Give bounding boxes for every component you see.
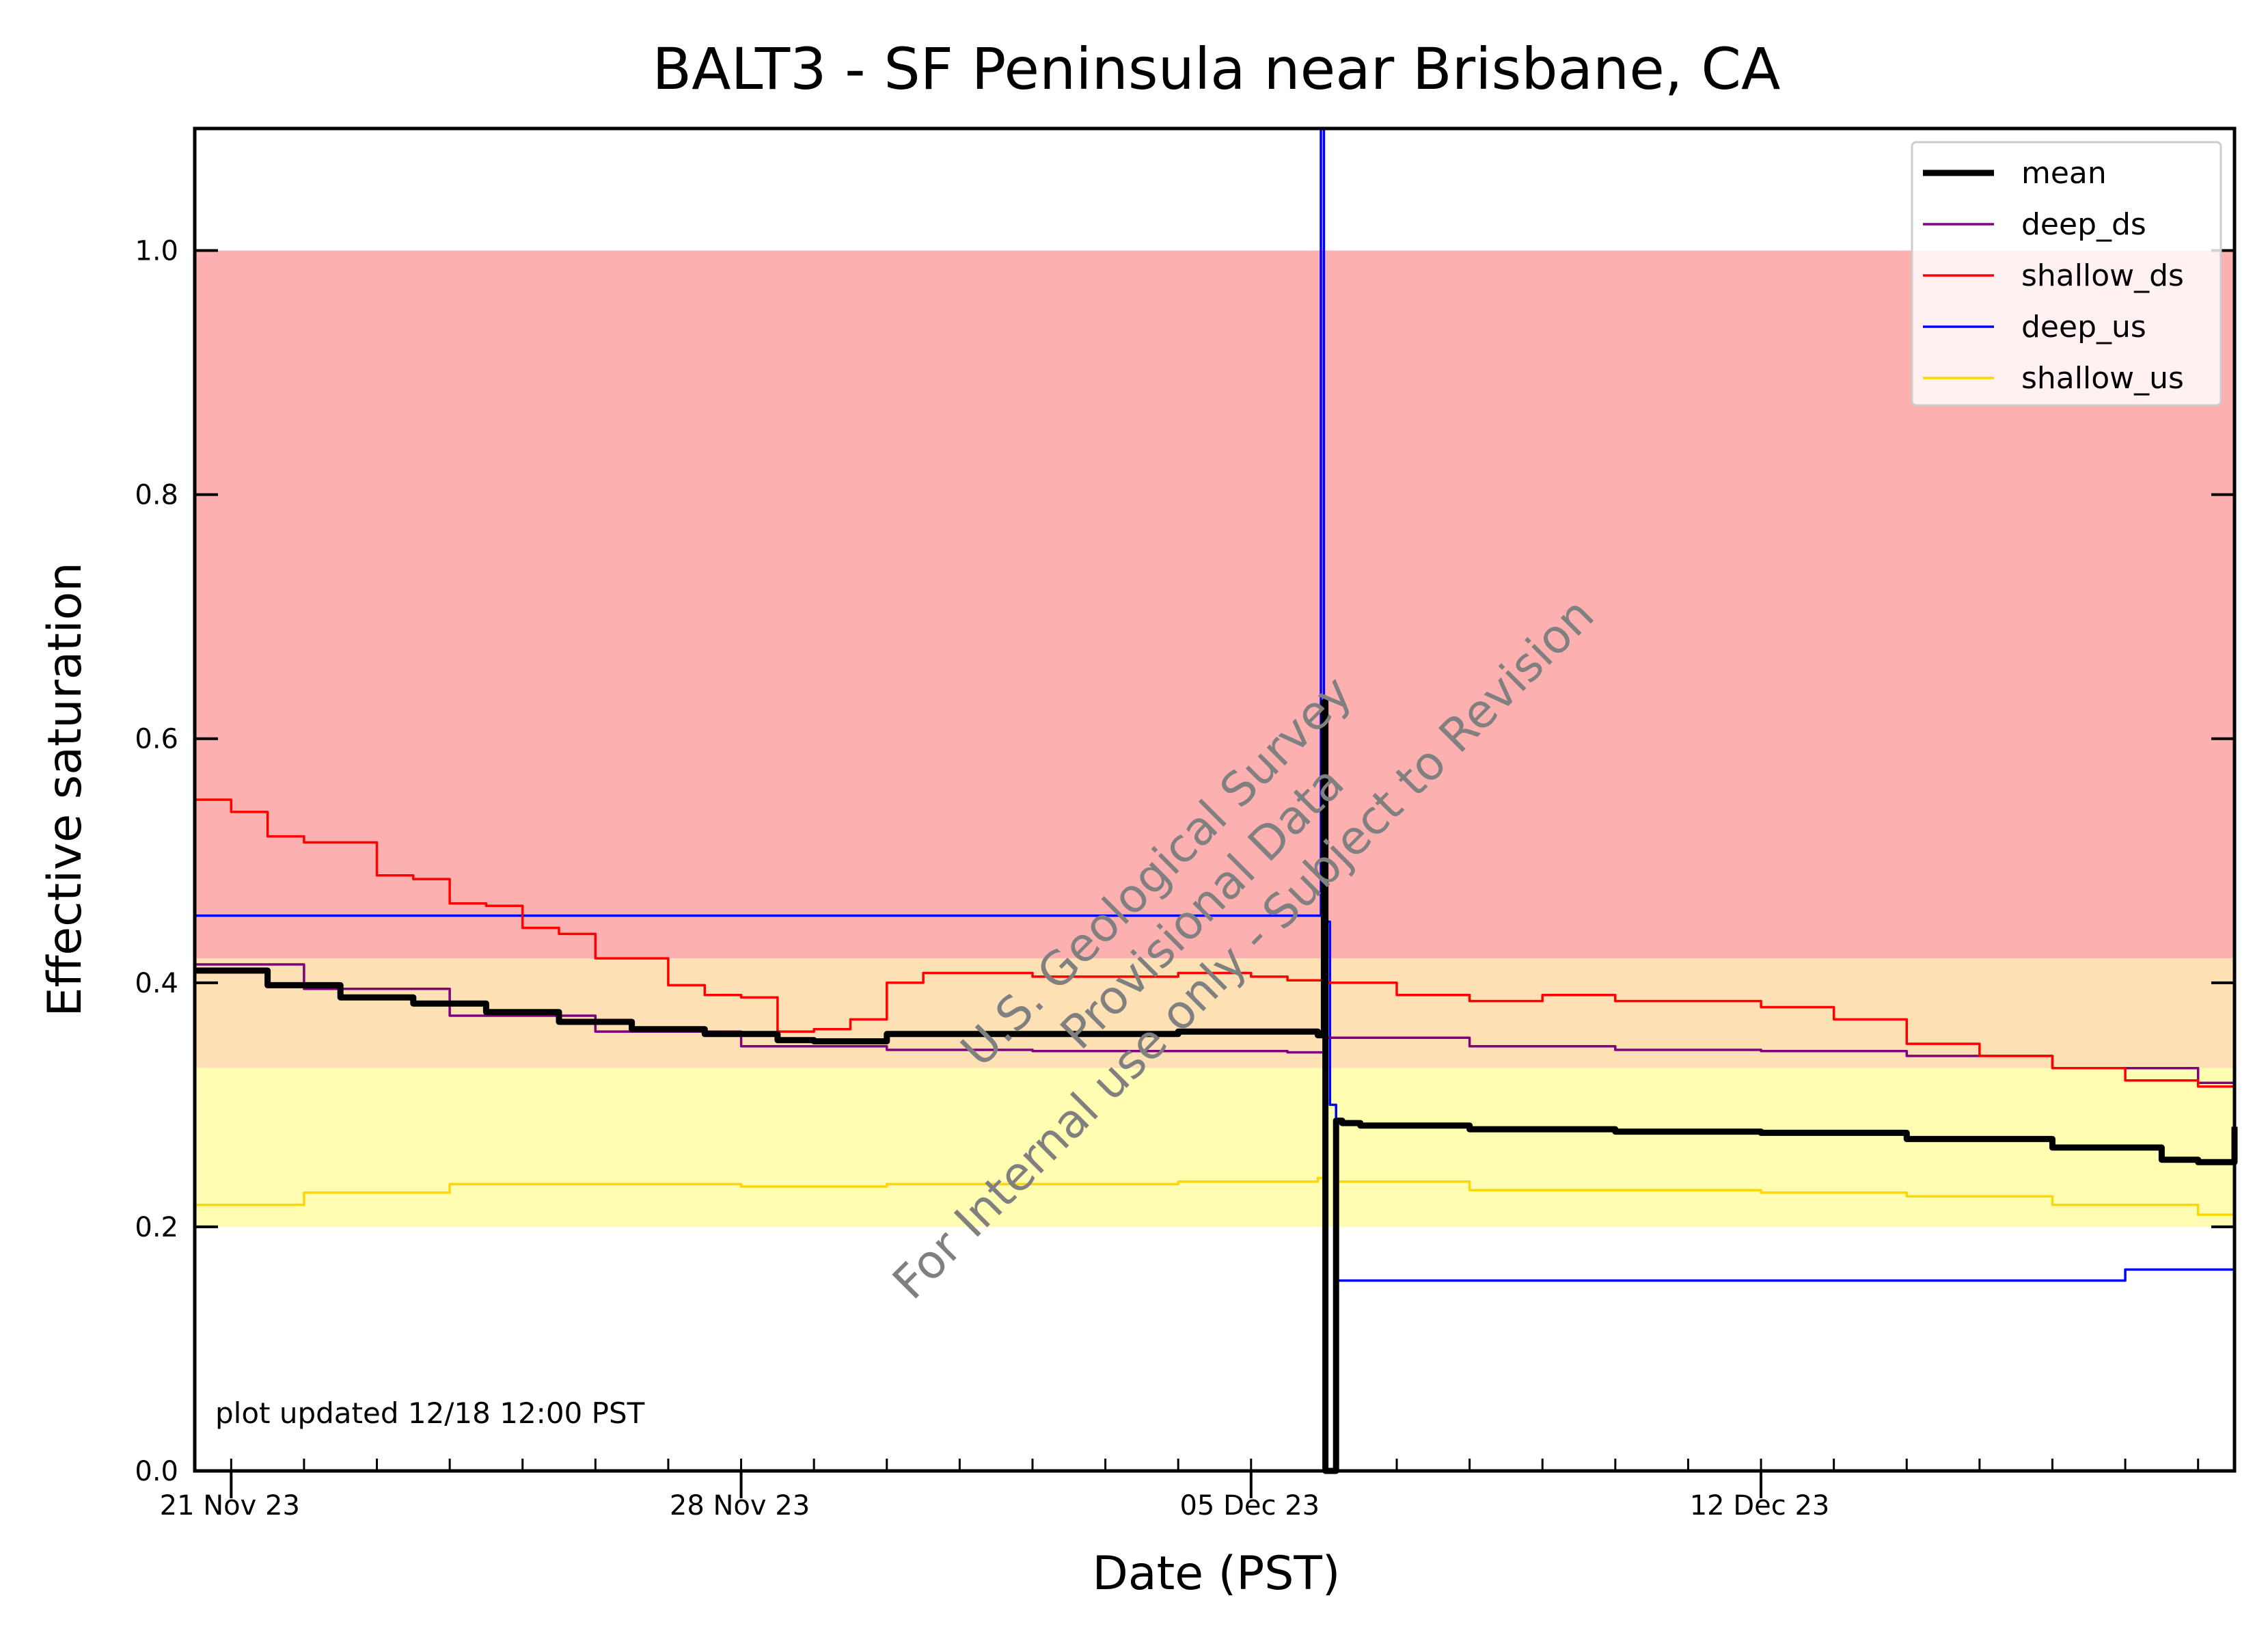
axes: 0.0 0.2 0.4 0.6 0.8 1.0 21 Nov 23 28 Nov 23 05 D…	[135, 236, 2235, 1521]
plot-updated-note: plot updated 12/18 12:00 PST	[215, 1396, 645, 1430]
y-tick-label: 0.6	[135, 724, 178, 755]
x-tick-label: 28 Nov 23	[670, 1490, 810, 1521]
series-line-deep_us	[195, 127, 2235, 1282]
legend-label-deep_ds: deep_ds	[2021, 207, 2146, 242]
legend: mean deep_ds shallow_ds deep_us shallow_us	[1911, 141, 2222, 407]
y-tick-label: 0.0	[135, 1456, 178, 1487]
band-2	[195, 1068, 2235, 1227]
series-line-mean	[195, 699, 2238, 1474]
y-tick-label: 0.4	[135, 968, 178, 999]
legend-box	[1911, 141, 2222, 407]
band-0	[195, 250, 2235, 959]
y-axis-label: Effective saturation	[38, 562, 92, 1016]
y-tick-label: 0.8	[135, 480, 178, 511]
x-tick-label: 05 Dec 23	[1179, 1490, 1320, 1521]
legend-label-mean: mean	[2021, 156, 2107, 191]
x-tick-label: 21 Nov 23	[160, 1490, 300, 1521]
y-tick-label: 1.0	[135, 236, 178, 267]
legend-label-shallow_us: shallow_us	[2021, 361, 2184, 396]
chart-title: BALT3 - SF Peninsula near Brisbane, CA	[653, 36, 1781, 103]
legend-label-shallow_ds: shallow_ds	[2021, 258, 2184, 293]
x-axis-label: Date (PST)	[1093, 1547, 1341, 1601]
series-line-shallow_ds	[195, 798, 2236, 1088]
saturation-bands	[195, 250, 2235, 1227]
legend-label-deep_us: deep_us	[2021, 310, 2146, 344]
y-tick-label: 0.2	[135, 1212, 178, 1243]
x-tick-label: 12 Dec 23	[1690, 1490, 1830, 1521]
plot-frame	[193, 126, 2237, 1473]
